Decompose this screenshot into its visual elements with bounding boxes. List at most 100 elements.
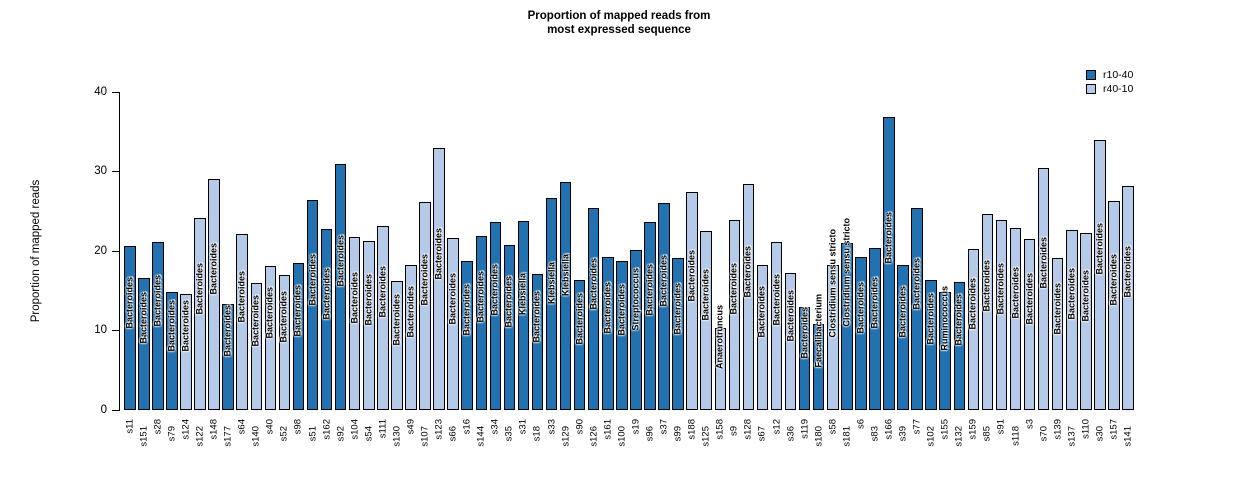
bar-genus-label: Bacteroides xyxy=(1066,268,1077,320)
bar-s181: Clostridium sensu stricto xyxy=(841,218,853,410)
bar-s39: Bacteroides xyxy=(897,265,909,410)
x-tick-label-s99: s99 xyxy=(672,426,684,442)
x-tick-label-s137: s137 xyxy=(1066,426,1078,447)
bar-genus-label: Bacteroides xyxy=(925,293,936,345)
x-tick-label-s12: s12 xyxy=(770,419,782,435)
bar-s12: Bacteroides xyxy=(770,241,783,410)
y-tick-label-40: 40 xyxy=(94,85,107,98)
bar-s67: Bacteroides xyxy=(756,265,769,410)
x-tick-label-s110: s110 xyxy=(1080,419,1092,439)
bar-s129: Klebsiella xyxy=(559,181,572,410)
bar-genus-label: Bacteroides xyxy=(306,253,317,306)
legend-swatch-r10-40 xyxy=(1086,70,1096,80)
y-tick-label-0: 0 xyxy=(100,403,107,416)
chart-title-line2: most expressed sequence xyxy=(547,24,691,36)
x-tick-label-s98: s98 xyxy=(292,419,304,435)
bar-genus-label: Bacteroides xyxy=(320,267,331,320)
bar-s122: Bacteroides xyxy=(194,218,206,410)
x-tick-label-s67: s67 xyxy=(756,426,768,442)
bar-s141: Bacteroides xyxy=(1122,185,1134,410)
bar-genus-label: Bacteroides xyxy=(742,245,753,298)
bar-genus-label: Bacteroides xyxy=(855,281,866,334)
bar-genus-label: Bacteroides xyxy=(1038,237,1049,289)
bar-genus-label: Bacteroides xyxy=(433,227,444,280)
bar-s125: Bacteroides xyxy=(700,231,712,410)
bar-s119: Bacteroides xyxy=(798,307,811,410)
bar-genus-label: Bacteroides xyxy=(1080,269,1091,322)
bar-s30: Bacteroides xyxy=(1094,139,1106,410)
x-tick-label-s51: s51 xyxy=(306,426,318,442)
x-tick-label-s125: s125 xyxy=(700,426,712,447)
bar-genus-label: Bacteroides xyxy=(686,249,697,302)
bar-s11: Bacteroides xyxy=(124,246,136,410)
x-tick-label-s90: s90 xyxy=(573,419,585,435)
bar-genus-label: Bacteroides xyxy=(194,262,205,315)
bar-genus-label: Bacteroides xyxy=(363,273,374,326)
bar-s51: Bacteroides xyxy=(306,200,319,410)
x-tick-label-s107: s107 xyxy=(419,426,431,447)
bar-genus-label: Bacteroides xyxy=(588,257,599,310)
bar-genus-label: Clostridium sensu stricto xyxy=(827,229,838,338)
bar-genus-label: Bacteroides xyxy=(967,278,978,330)
x-tick-label-s54: s54 xyxy=(363,426,375,442)
bar-s3: Bacteroides xyxy=(1023,239,1036,410)
bar-s96: Bacteroides xyxy=(644,221,656,410)
bar-genus-label: Bacteroides xyxy=(574,293,585,345)
bar-s177: Bacteroides xyxy=(222,303,234,410)
bar-s9: Bacteroides xyxy=(728,220,741,410)
bar-genus-label: Bacteroides xyxy=(292,284,303,337)
bar-genus-label: Klebsiella xyxy=(559,253,570,296)
y-tick-mark-40 xyxy=(112,91,119,93)
bar-genus-label: Bacteroides xyxy=(995,263,1006,315)
bar-s118: Bacteroides xyxy=(1009,227,1022,410)
x-tick-label-s155: s155 xyxy=(939,419,951,440)
x-tick-label-s111: s111 xyxy=(377,419,389,439)
bar-genus-label: Bacteroides xyxy=(799,307,809,359)
bar-s151: Bacteroides xyxy=(138,278,150,410)
bar-genus-label: Bacteroides xyxy=(953,294,964,346)
bar-genus-label: Klebsiella xyxy=(517,273,528,316)
legend-swatch-r40-10 xyxy=(1086,84,1096,94)
bar-genus-label: Bacteroides xyxy=(644,264,655,316)
bar-s99: Bacteroides xyxy=(672,258,684,410)
x-tick-label-s18: s18 xyxy=(531,426,543,442)
bar-s64: Bacteroides xyxy=(236,234,248,410)
bar-genus-label: Bacteroides xyxy=(700,269,711,321)
x-tick-label-s79: s79 xyxy=(166,426,178,442)
x-tick-label-s157: s157 xyxy=(1108,419,1120,440)
bar-genus-label: Bacteroides xyxy=(1122,246,1133,298)
bar-s58: Clostridium sensu stricto xyxy=(827,229,839,410)
x-tick-label-s11: s11 xyxy=(124,419,135,434)
bar-s28: Bacteroides xyxy=(152,242,164,410)
bar-genus-label: Bacteroides xyxy=(1108,253,1119,306)
x-tick-label-s83: s83 xyxy=(869,426,881,442)
x-tick-label-s96: s96 xyxy=(644,426,656,442)
bar-s110: Bacteroides xyxy=(1080,232,1092,410)
x-tick-label-s124: s124 xyxy=(180,419,192,440)
legend-row-r40-10: r40-10 xyxy=(1086,82,1133,96)
legend: r10-40 r40-10 xyxy=(1086,68,1133,96)
bar-s139: Bacteroides xyxy=(1051,258,1064,410)
bar-s83: Bacteroides xyxy=(869,247,881,410)
bar-s90: Bacteroides xyxy=(573,279,586,410)
x-tick-label-s33: s33 xyxy=(545,419,557,435)
x-tick-label-s16: s16 xyxy=(461,419,473,435)
bar-s31: Klebsiella xyxy=(517,220,530,410)
x-tick-label-s161: s161 xyxy=(602,419,614,440)
x-tick-label-s35: s35 xyxy=(503,426,515,442)
x-tick-label-s188: s188 xyxy=(686,419,698,440)
bar-genus-label: Bacteroides xyxy=(672,282,683,335)
x-tick-label-s102: s102 xyxy=(925,426,937,447)
bar-s40: Bacteroides xyxy=(264,266,277,410)
bar-s188: Bacteroides xyxy=(686,192,698,410)
bar-genus-label: Bacteroides xyxy=(616,283,627,336)
bar-s137: Bacteroides xyxy=(1066,229,1078,410)
bar-genus-label: Bacteroides xyxy=(784,289,795,342)
x-tick-label-s118: s118 xyxy=(1009,426,1021,446)
bar-s34: Bacteroides xyxy=(489,221,502,410)
x-tick-label-s66: s66 xyxy=(447,426,459,442)
bar-s148: Bacteroides xyxy=(208,179,220,410)
bar-s123: Bacteroides xyxy=(433,148,445,410)
chart-title: Proportion of mapped reads from most exp… xyxy=(0,9,1238,37)
